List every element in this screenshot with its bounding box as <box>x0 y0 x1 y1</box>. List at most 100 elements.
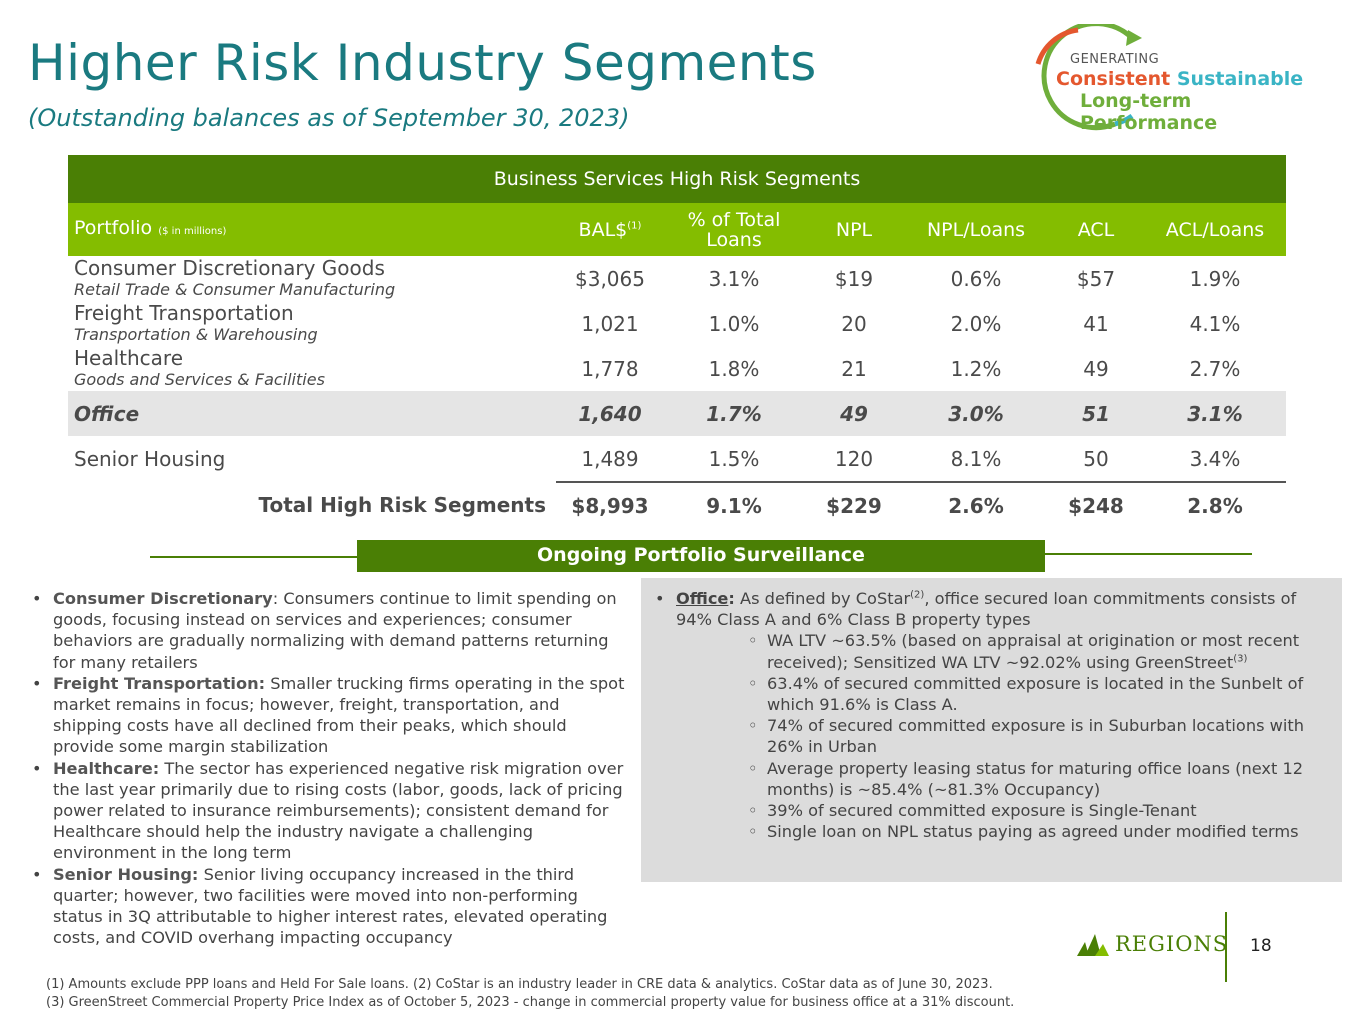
table-row-highlighted: Office 1,640 1.7% 49 3.0% 51 3.1% <box>68 391 1286 436</box>
table-row: Freight Transportation Transportation & W… <box>68 301 1286 346</box>
section-banner: Ongoing Portfolio Surveillance <box>357 540 1045 572</box>
list-item: Average property leasing status for matu… <box>746 758 1333 800</box>
col-header-npl-loans: NPL/Loans <box>904 203 1048 256</box>
regions-pyramid-icon <box>1077 934 1109 956</box>
list-item: Senior Housing: Senior living occupancy … <box>30 864 630 949</box>
segment-name: Office <box>68 391 556 436</box>
list-item: Consumer Discretionary: Consumers contin… <box>30 588 630 673</box>
cell-acl-loans: 1.9% <box>1189 266 1241 291</box>
banner-line-left <box>150 556 360 558</box>
col-header-pct-total: % of Total Loans <box>664 203 804 256</box>
logo-line-performance: Long-term Performance <box>1080 90 1218 134</box>
cell-acl: 50 <box>1083 446 1109 471</box>
bullet-label: Freight Transportation: <box>53 673 266 693</box>
bullet-text: Smaller trucking firms operating in the … <box>53 673 625 757</box>
cell-acl: $57 <box>1076 266 1116 291</box>
total-label: Total High Risk Segments <box>258 493 546 517</box>
cell-acl-loans: 3.4% <box>1189 446 1241 471</box>
high-risk-segments-table: Business Services High Risk Segments Por… <box>68 155 1286 528</box>
circular-arrow-icon <box>1035 24 1142 131</box>
cell-npl-loans: 0.6% <box>950 266 1002 291</box>
list-item: Healthcare: The sector has experienced n… <box>30 758 630 864</box>
cell-npl-loans: 8.1% <box>950 446 1002 471</box>
list-item: Freight Transportation: Smaller trucking… <box>30 673 630 758</box>
cell-pct: 1.5% <box>708 446 760 471</box>
col-header-acl-loans: ACL/Loans <box>1144 203 1286 256</box>
segment-subtitle: Goods and Services & Facilities <box>74 369 325 389</box>
cell-acl-loans: 3.1% <box>1144 391 1286 436</box>
table-row: Senior Housing 1,489 1.5% 120 8.1% 50 3.… <box>68 436 1286 482</box>
segment-name: Freight Transportation Transportation & W… <box>74 300 318 344</box>
logo-word-consistent: Consistent <box>1056 68 1171 90</box>
logo-line-generating: GENERATING <box>1070 52 1160 67</box>
bullet-text: The sector has experienced negative risk… <box>53 758 624 863</box>
segment-name: Consumer Discretionary Goods Retail Trade… <box>74 255 396 299</box>
bullet-label: Senior Housing: <box>53 864 199 884</box>
list-item: Office: As defined by CoStar(2), office … <box>653 588 1333 843</box>
segment-subtitle: Retail Trade & Consumer Manufacturing <box>74 279 396 299</box>
segment-name: Healthcare Goods and Services & Facilitie… <box>74 345 325 389</box>
cell-acl-loans: 2.8% <box>1144 481 1286 528</box>
portfolio-units-note: ($ in millions) <box>158 225 227 237</box>
generating-performance-logo: GENERATING Consistent Sustainable Long-t… <box>1020 24 1320 136</box>
cell-pct: 9.1% <box>664 481 804 528</box>
cell-npl: 21 <box>841 356 867 381</box>
cell-bal: $8,993 <box>556 481 664 528</box>
col-header-bal: BAL$(1) <box>556 203 664 256</box>
cell-npl-loans: 1.2% <box>950 356 1002 381</box>
table-row: Consumer Discretionary Goods Retail Trade… <box>68 256 1286 301</box>
table-total-row: Total High Risk Segments $8,993 9.1% $22… <box>68 481 1286 528</box>
cell-pct: 1.0% <box>708 311 760 336</box>
segment-subtitle: Transportation & Warehousing <box>74 324 318 344</box>
cell-npl: 20 <box>841 311 867 336</box>
cell-bal: 1,021 <box>581 311 639 336</box>
footnotes: (1) Amounts exclude PPP loans and Held F… <box>46 976 1146 1012</box>
cell-npl-loans: 2.6% <box>904 481 1048 528</box>
bullet-text: Consumers continue to limit spending on … <box>53 589 617 672</box>
cell-pct: 1.7% <box>664 391 804 436</box>
footnote-1: (1) Amounts exclude PPP loans and Held F… <box>46 977 993 992</box>
office-label: Office <box>676 589 729 608</box>
logo-line-consistent: Consistent Sustainable <box>1056 68 1303 90</box>
list-item: WA LTV ~63.5% (based on appraisal at ori… <box>746 630 1333 672</box>
table-row: Healthcare Goods and Services & Facilitie… <box>68 346 1286 391</box>
bullet-text: Senior living occupancy increased in the… <box>53 864 608 948</box>
cell-acl-loans: 4.1% <box>1189 311 1241 336</box>
cell-acl: 49 <box>1083 356 1109 381</box>
cell-npl: $229 <box>804 481 904 528</box>
list-item: Single loan on NPL status paying as agre… <box>746 821 1333 842</box>
col-header-portfolio: Portfolio ($ in millions) <box>68 203 556 256</box>
cell-bal: $3,065 <box>575 266 645 291</box>
cell-npl: 120 <box>834 446 874 471</box>
page-title: Higher Risk Industry Segments <box>28 34 817 92</box>
cell-acl: $248 <box>1048 481 1144 528</box>
cell-npl-loans: 2.0% <box>950 311 1002 336</box>
bullet-label: Healthcare: <box>53 758 160 778</box>
office-sublist: WA LTV ~63.5% (based on appraisal at ori… <box>676 630 1333 842</box>
list-item: 63.4% of secured committed exposure is l… <box>746 673 1333 715</box>
cell-bal: 1,640 <box>556 391 664 436</box>
footnote-2: (3) GreenStreet Commercial Property Pric… <box>46 995 1015 1010</box>
cell-npl: 49 <box>804 391 904 436</box>
cell-acl-loans: 2.7% <box>1189 356 1241 381</box>
banner-line-right <box>1040 553 1252 555</box>
cell-pct: 3.1% <box>708 266 760 291</box>
table-title: Business Services High Risk Segments <box>68 155 1286 203</box>
cell-acl: 51 <box>1048 391 1144 436</box>
table-header-row: Portfolio ($ in millions) BAL$(1) % of T… <box>68 203 1286 256</box>
cell-npl: $19 <box>834 266 874 291</box>
bullet-label: Consumer Discretionary <box>53 589 273 608</box>
footer-divider <box>1225 912 1227 982</box>
list-item: 74% of secured committed exposure is in … <box>746 715 1333 757</box>
segment-commentary-list: Consumer Discretionary: Consumers contin… <box>30 588 630 948</box>
list-item: 39% of secured committed exposure is Sin… <box>746 800 1333 821</box>
col-header-npl: NPL <box>804 203 904 256</box>
cell-acl: 41 <box>1083 311 1109 336</box>
regions-wordmark: REGIONS <box>1115 932 1229 956</box>
cell-bal: 1,489 <box>581 446 639 471</box>
office-detail-box: Office: As defined by CoStar(2), office … <box>641 578 1342 882</box>
logo-word-sustainable: Sustainable <box>1176 68 1304 90</box>
page-subtitle: (Outstanding balances as of September 30… <box>28 104 630 132</box>
page-number: 18 <box>1250 936 1272 956</box>
cell-npl-loans: 3.0% <box>904 391 1048 436</box>
